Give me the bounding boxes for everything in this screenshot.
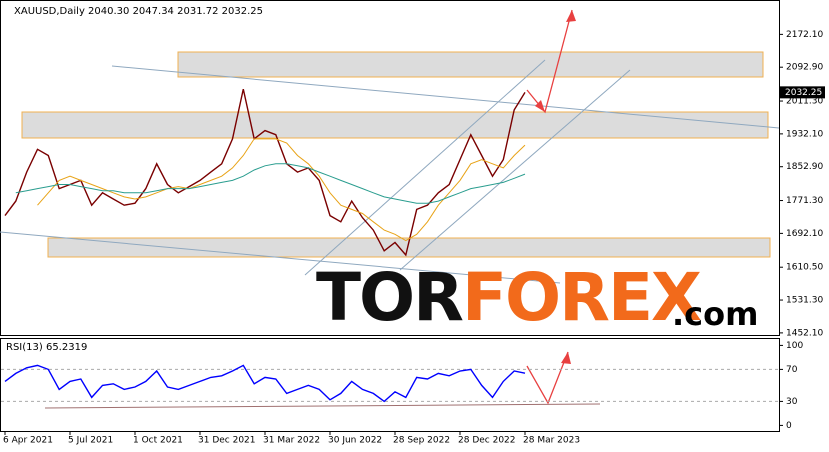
x-tick-label: 1 Oct 2021 [133,436,183,446]
y-tick-label: 1771.30 [786,196,823,206]
x-tick-label: 28 Mar 2023 [523,436,580,446]
y-tick-label: 30 [786,397,798,407]
resistance-zone [177,51,764,78]
watermark: TORFOREX [316,259,701,336]
trend-line [111,65,780,129]
y-tick-label: 0 [786,421,792,431]
x-tick-label: 30 Jun 2022 [328,436,382,446]
chart-title: XAUUSD,Daily 2040.30 2047.34 2031.72 203… [14,6,263,17]
y-tick-label: 1852.90 [786,162,823,172]
arrow-head [561,352,571,364]
x-tick-label: 5 Jul 2021 [68,436,113,446]
price-line [4,88,526,257]
y-tick-label: 1531.30 [786,296,823,306]
x-tick-label: 6 Apr 2021 [3,436,53,446]
arrow-head [535,100,545,112]
rsi-trend-line [44,403,601,409]
x-tick-label: 28 Dec 2022 [458,436,516,446]
y-tick-label: 1452.10 [786,328,823,338]
y-tick-label: 2172.10 [786,30,823,40]
pivot-zone [21,111,769,139]
y-tick-label: 100 [786,341,803,351]
y-tick-label: 2011.30 [786,97,823,107]
x-tick-label: 28 Sep 2022 [393,436,450,446]
y-tick-label: 1932.10 [786,129,823,139]
x-tick-label: 31 Dec 2021 [198,436,256,446]
y-tick-label: 1692.10 [786,229,823,239]
trend-line [0,231,561,284]
price-tag-label: 2032.25 [785,88,822,98]
indicator-line [15,163,526,204]
channel-line [399,69,631,271]
rsi-title: RSI(13) 65.2319 [6,342,87,353]
y-tick-label: 70 [786,365,798,375]
support-zone [47,237,771,258]
watermark-suffix: .com [672,295,758,333]
x-tick-label: 31 Mar 2022 [263,436,320,446]
watermark-middle: FOREX [462,259,701,336]
price-line [4,364,526,403]
watermark-left: TOR [316,259,463,336]
channel-line [304,59,546,276]
y-tick-label: 1610.50 [786,263,823,273]
arrow-head [566,10,576,22]
y-tick-label: 2092.90 [786,63,823,73]
rsi-panel [0,338,780,432]
price-tag [780,86,825,99]
